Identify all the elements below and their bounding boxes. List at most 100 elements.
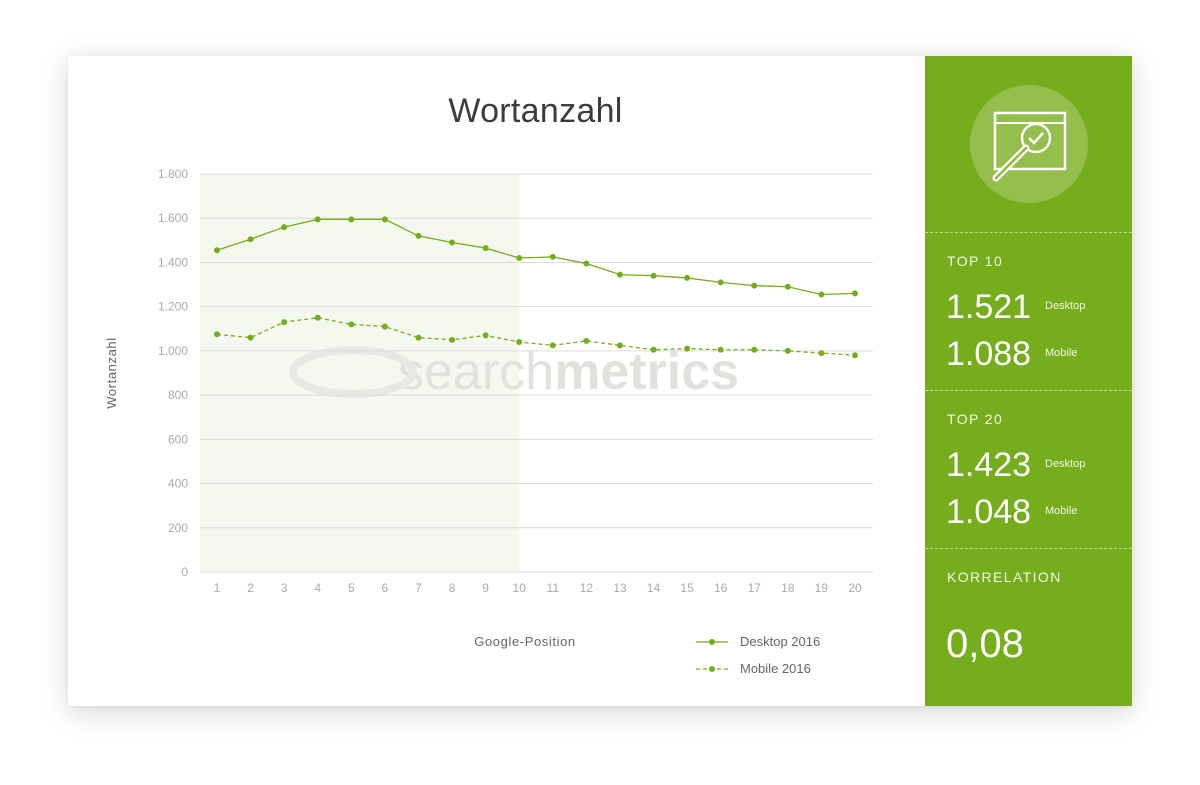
divider xyxy=(925,390,1132,391)
x-tick-label: 4 xyxy=(314,581,321,595)
x-tick-label: 12 xyxy=(580,581,594,595)
data-point xyxy=(281,224,288,231)
icon-circle xyxy=(970,85,1088,203)
data-point xyxy=(415,232,422,239)
top20-desktop-label: Desktop xyxy=(1045,458,1086,470)
data-point xyxy=(818,291,825,298)
data-point xyxy=(616,342,623,349)
data-point xyxy=(751,346,758,353)
data-point xyxy=(516,339,523,346)
data-point xyxy=(549,253,556,260)
x-tick-label: 1 xyxy=(214,581,221,595)
y-tick-label: 800 xyxy=(168,388,188,402)
top10-label: TOP 10 xyxy=(947,253,1004,269)
data-point xyxy=(314,314,321,321)
x-tick-label: 2 xyxy=(247,581,254,595)
x-tick-label: 7 xyxy=(415,581,422,595)
x-tick-label: 16 xyxy=(714,581,728,595)
data-point xyxy=(247,236,254,243)
data-point xyxy=(415,334,422,341)
divider xyxy=(925,548,1132,549)
watermark-logo-swirl xyxy=(289,346,417,398)
data-point xyxy=(482,245,489,252)
data-point xyxy=(348,321,355,328)
x-tick-label: 10 xyxy=(513,581,527,595)
watermark-part1: search xyxy=(398,343,554,401)
data-point xyxy=(818,350,825,357)
x-tick-label: 13 xyxy=(613,581,627,595)
divider xyxy=(925,232,1132,233)
legend-marker xyxy=(709,639,715,645)
legend-label: Desktop 2016 xyxy=(740,634,820,649)
data-point xyxy=(247,334,254,341)
data-point xyxy=(751,282,758,289)
data-point xyxy=(717,346,724,353)
x-tick-label: 14 xyxy=(647,581,661,595)
data-point xyxy=(583,260,590,267)
legend-label: Mobile 2016 xyxy=(740,661,811,676)
data-point xyxy=(449,239,456,246)
legend-marker xyxy=(709,666,715,672)
data-point xyxy=(214,331,220,338)
magnifier-check-icon xyxy=(992,111,1067,182)
line-chart: searchmetrics 0 200 400 600 800 1.000 1.200 1.40… xyxy=(104,167,873,676)
chart-title: Wortanzahl xyxy=(448,92,623,130)
x-tick-label: 9 xyxy=(482,581,489,595)
x-tick-label: 20 xyxy=(848,581,862,595)
data-point xyxy=(549,342,556,349)
data-point xyxy=(650,272,657,279)
data-point xyxy=(784,347,791,354)
data-point xyxy=(684,345,691,352)
top10-desktop-value: 1.521 xyxy=(946,288,1032,326)
x-tick-label: 18 xyxy=(781,581,795,595)
data-point xyxy=(650,346,657,353)
x-tick-label: 19 xyxy=(815,581,829,595)
series-line-mobile-2016 xyxy=(216,317,856,356)
x-tick-label: 5 xyxy=(348,581,355,595)
data-point xyxy=(616,271,623,278)
x-tick-label: 17 xyxy=(748,581,762,595)
y-axis-label: Wortanzahl xyxy=(104,337,119,409)
data-point xyxy=(784,283,791,290)
data-point xyxy=(852,290,858,297)
stats-sidebar: TOP 10 1.521 Desktop 1.088 Mobile TOP 20… xyxy=(925,56,1132,706)
y-tick-label: 1.200 xyxy=(158,300,188,314)
y-tick-label: 200 xyxy=(168,521,188,535)
data-point xyxy=(684,274,691,281)
data-point xyxy=(516,255,523,262)
x-tick-label: 11 xyxy=(547,581,560,595)
chart-area: Wortanzahl searchmetrics 0 200 400 600 800 1.0… xyxy=(68,56,925,706)
top10-mobile-label: Mobile xyxy=(1045,347,1078,359)
x-tick-label: 6 xyxy=(382,581,389,595)
correlation-value: 0,08 xyxy=(946,622,1024,666)
watermark-part2: metrics xyxy=(554,343,739,401)
watermark-text: searchmetrics xyxy=(398,343,739,401)
top10-desktop-label: Desktop xyxy=(1045,300,1086,312)
data-point xyxy=(381,216,388,223)
x-tick-label: 15 xyxy=(680,581,694,595)
chart-card: Wortanzahl searchmetrics 0 200 400 600 800 1.0… xyxy=(68,56,1132,706)
series-line-desktop-2016 xyxy=(216,218,856,296)
data-point xyxy=(281,319,288,326)
data-point xyxy=(449,336,456,343)
data-point xyxy=(717,279,724,286)
top20-label: TOP 20 xyxy=(947,411,1004,427)
y-tick-label: 400 xyxy=(168,477,188,491)
data-point xyxy=(214,247,220,254)
data-point xyxy=(583,337,590,344)
y-tick-label: 1.800 xyxy=(158,167,188,181)
x-tick-label: 3 xyxy=(281,581,288,595)
data-point xyxy=(381,323,388,330)
data-point xyxy=(852,352,858,359)
y-tick-label: 1.400 xyxy=(158,255,188,269)
correlation-label: KORRELATION xyxy=(947,569,1062,585)
top20-desktop-value: 1.423 xyxy=(946,446,1032,484)
top20-mobile-value: 1.048 xyxy=(946,493,1032,531)
x-tick-label: 8 xyxy=(449,581,456,595)
y-tick-label: 0 xyxy=(181,565,188,579)
y-tick-label: 600 xyxy=(168,432,188,446)
data-point xyxy=(348,216,355,223)
data-point xyxy=(482,332,489,339)
y-tick-label: 1.600 xyxy=(158,211,188,225)
top20-mobile-label: Mobile xyxy=(1045,505,1078,517)
